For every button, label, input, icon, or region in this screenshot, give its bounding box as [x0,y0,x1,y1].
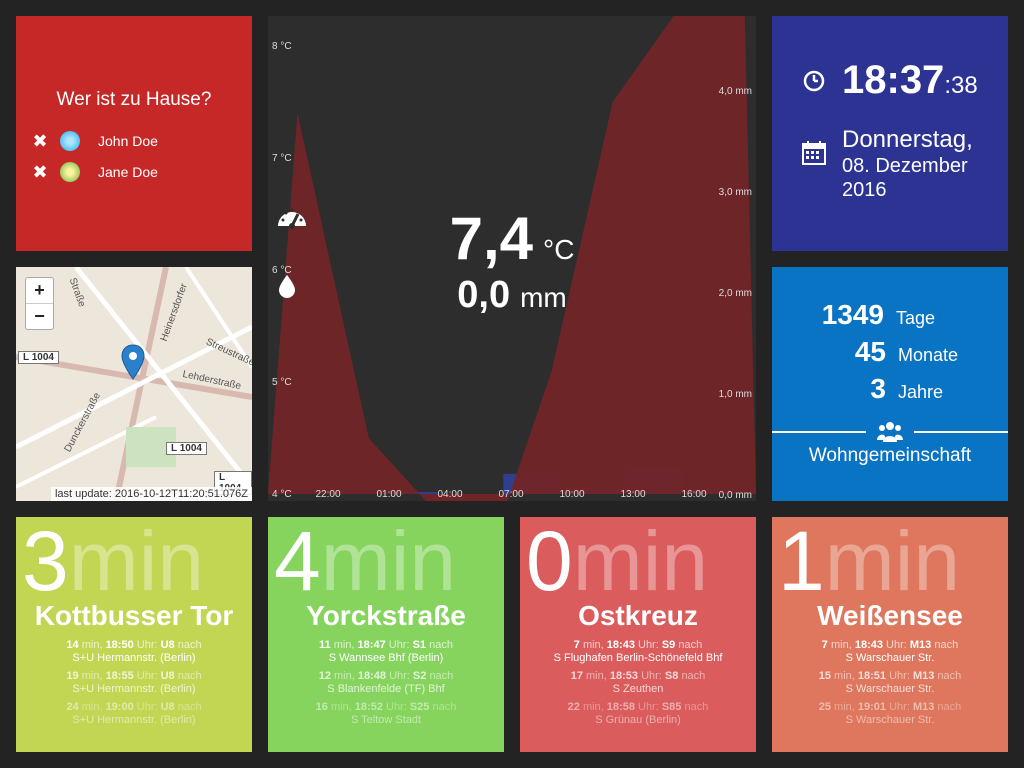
departure-row: 19 min, 18:55 Uhr: U8 nach S+U Hermannstr… [66,670,202,695]
next-departure-minutes: 0min [526,517,709,608]
counter-value: 45 [854,336,886,367]
zoom-control: + − [25,277,54,330]
presence-tile: Wer ist zu Hause? ✖ John Doe ✖ Jane Doe [16,16,252,251]
station-name: Yorckstraße [306,600,466,631]
departure-row: 22 min, 18:58 Uhr: S85 nach S Grünau (Ber… [567,701,709,726]
map-tile[interactable]: Heinersdorfer Streustraße Lehderstraße D… [16,267,252,501]
person-row: ✖ Jane Doe [32,161,158,183]
station-name: Kottbusser Tor [34,600,234,631]
x-icon: ✖ [32,161,48,182]
time-tick-label: 10:00 [559,489,584,500]
divider [914,431,1008,433]
rain-tick-label: 0,0 mm [719,490,752,501]
avatar [60,131,80,151]
date: 08. Dezember 2016 [842,155,968,201]
departure-row: 17 min, 18:53 Uhr: S8 nach S Zeuthen [570,670,706,695]
counter-tile: 1349 Tage 45 Monate 3 Jahre Wohngemeinschaf… [772,267,1008,501]
calendar-icon [802,141,826,165]
counter-value: 3 [870,373,886,404]
transit-tile: 0min Ostkreuz 7 min, 18:43 Uhr: S9 nach S… [520,517,756,752]
rain-tick-label: 2,0 mm [719,288,752,299]
weekday: Donnerstag, [842,126,973,153]
road-sign: L 1004 [166,442,207,455]
clock-tile: 18:37:38 Donnerstag, 08. Dezember 2016 [772,16,1008,251]
departure-row: 15 min, 18:51 Uhr: M13 nach S Warschauer … [818,670,962,695]
clock-time: 18:37 [842,58,945,102]
person-name: Jane Doe [98,164,158,180]
weather-chart: 8 °C 7 °C 6 °C 5 °C 4 °C 4,0 mm 3,0 mm 2,0 mm 1,… [268,16,756,501]
time-tick-label: 13:00 [620,489,645,500]
group-icon [877,422,903,442]
map-marker-icon[interactable] [121,344,145,380]
group-name: Wohngemeinschaft [808,445,972,466]
counter-value: 1349 [821,299,884,330]
counter-row: 1349 Tage [812,299,935,331]
station-name: Ostkreuz [578,600,698,631]
time-display: 18:37:38 [802,58,978,103]
next-departure-minutes: 1min [778,517,961,608]
temp-tick-label: 6 °C [272,265,292,276]
map-last-update: last update: 2016-10-12T11:20:51.076Z [50,487,252,501]
next-departure-minutes: 4min [274,517,457,608]
temp-tick-label: 8 °C [272,41,292,52]
temp-tick-label: 4 °C [272,489,292,500]
station-name: Weißensee [817,600,963,631]
departure-row: 7 min, 18:43 Uhr: S9 nach S Flughafen Ber… [553,639,723,664]
departure-row: 25 min, 19:01 Uhr: M13 nach S Warschauer … [818,701,962,726]
clock-icon [803,70,825,91]
rain-unit: mm [520,282,567,313]
transit-tile: 4min Yorckstraße 11 min, 18:47 Uhr: S1 n… [268,517,504,752]
time-tick-label: 04:00 [437,489,462,500]
temperature-area [268,16,756,501]
zoom-out-button[interactable]: − [34,306,45,326]
road-sign: L 1004 [18,351,59,364]
temp-tick-label: 5 °C [272,377,292,388]
counter-row: 3 Jahre [812,373,943,405]
departure-row: 14 min, 18:50 Uhr: U8 nach S+U Hermannstr… [66,639,202,664]
time-tick-label: 22:00 [315,489,340,500]
rain-tick-label: 1,0 mm [719,389,752,400]
gauge-icon [278,208,306,229]
temp-tick-label: 7 °C [272,153,292,164]
temperature-value: 7,4 [449,205,533,272]
departure-row: 12 min, 18:48 Uhr: S2 nach S Blankenfelde… [318,670,454,695]
person-row: ✖ John Doe [32,130,158,152]
time-tick-label: 01:00 [376,489,401,500]
departure-row: 7 min, 18:43 Uhr: M13 nach S Warschauer S… [821,639,959,664]
counter-label: Jahre [898,382,944,402]
zoom-in-button[interactable]: + [26,278,53,304]
x-icon: ✖ [32,130,48,151]
rain-tick-label: 3,0 mm [719,187,752,198]
time-tick-label: 16:00 [681,489,706,500]
transit-tile: 1min Weißensee 7 min, 18:43 Uhr: M13 nac… [772,517,1008,752]
person-name: John Doe [98,133,158,149]
presence-title: Wer ist zu Hause? [56,89,212,110]
departure-row: 16 min, 18:52 Uhr: S25 nach S Teltow Stad… [315,701,457,726]
rain-value: 0,0 [457,274,511,316]
transit-tile: 3min Kottbusser Tor 14 min, 18:50 Uhr: U… [16,517,252,752]
counter-label: Monate [898,345,959,365]
avatar [60,162,80,182]
divider [772,431,866,433]
counter-row: 45 Monate [812,336,958,368]
weather-rain-row: 0,0 mm [268,274,756,317]
raindrop-icon [279,275,295,298]
temperature-unit: °C [543,234,575,265]
weather-tile: 8 °C 7 °C 6 °C 5 °C 4 °C 4,0 mm 3,0 mm 2,0 mm 1,… [268,16,756,501]
departure-row: 11 min, 18:47 Uhr: S1 nach S Wannsee Bhf … [319,639,453,664]
rain-tick-label: 4,0 mm [719,86,752,97]
next-departure-minutes: 3min [22,517,205,608]
clock-seconds: :38 [944,72,978,99]
weather-temperature-row: 7,4 °C [268,204,756,273]
time-tick-label: 07:00 [498,489,523,500]
departure-row: 24 min, 19:00 Uhr: U8 nach S+U Hermannstr… [66,701,202,726]
counter-label: Tage [896,308,936,328]
